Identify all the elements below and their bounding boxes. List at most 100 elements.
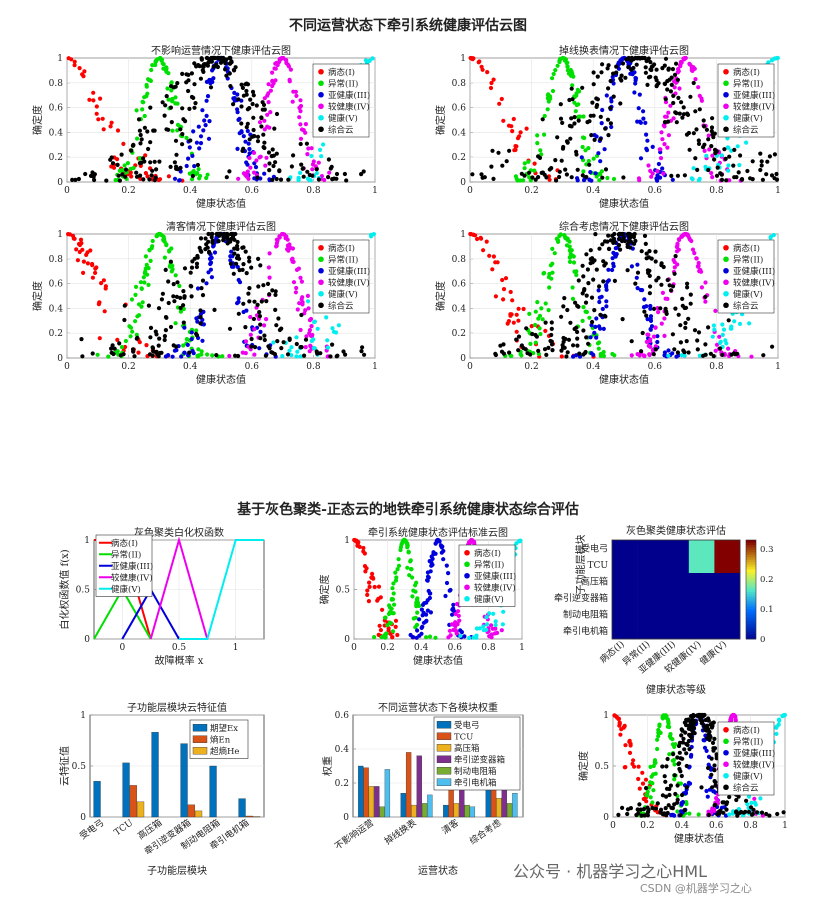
cloud-drop bbox=[590, 100, 595, 105]
cloud-drop bbox=[142, 113, 147, 119]
cloud-drop bbox=[163, 328, 168, 333]
cloud-drop bbox=[484, 627, 489, 632]
cloud-drop bbox=[170, 267, 175, 272]
cloud-drop bbox=[203, 123, 208, 128]
cloud-drop bbox=[703, 352, 708, 357]
colorbar-segment bbox=[746, 599, 756, 603]
cloud-drop bbox=[487, 634, 492, 639]
cloud-drop bbox=[641, 109, 646, 114]
legend-label: 较健康(IV) bbox=[328, 277, 370, 288]
legend-marker bbox=[318, 103, 324, 110]
cloud-drop bbox=[638, 156, 644, 161]
cloud-drop bbox=[169, 88, 174, 93]
cloud-drop bbox=[682, 747, 687, 752]
cloud-drop bbox=[222, 231, 227, 237]
cloud-drop bbox=[746, 809, 752, 815]
cloud-drop bbox=[764, 172, 769, 177]
cloud-drop bbox=[594, 316, 599, 321]
cloud-drop bbox=[588, 113, 593, 118]
cloud-drop bbox=[129, 297, 135, 302]
legend-label: 健康(V) bbox=[733, 771, 763, 782]
cloud-drop bbox=[581, 169, 586, 174]
legend-marker bbox=[192, 735, 208, 743]
cloud-drop bbox=[642, 309, 647, 314]
cloud-drop bbox=[684, 132, 690, 137]
cloud-drop bbox=[581, 178, 587, 183]
cloud-drop bbox=[326, 175, 331, 180]
cloud-drop bbox=[636, 106, 641, 111]
cloud-drop bbox=[718, 340, 723, 346]
cloud-drop bbox=[227, 169, 232, 174]
cloud-drop bbox=[475, 236, 480, 242]
cloud-drop bbox=[535, 141, 540, 146]
cloud-drop bbox=[291, 280, 297, 285]
legend-box bbox=[717, 239, 775, 314]
cloud-drop bbox=[168, 324, 174, 330]
cloud-drop bbox=[156, 343, 161, 348]
bar bbox=[464, 804, 470, 818]
cloud-drop bbox=[703, 280, 708, 285]
cloud-drop bbox=[474, 635, 479, 640]
cloud-drop bbox=[644, 251, 649, 256]
cloud-drop bbox=[273, 66, 278, 71]
x-tick-label: 0 bbox=[610, 821, 616, 831]
cloud-drop bbox=[247, 106, 252, 111]
cloud-drop bbox=[704, 153, 709, 158]
cloud-drop bbox=[530, 331, 535, 337]
cloud-drop bbox=[384, 631, 389, 636]
legend-marker bbox=[318, 126, 324, 133]
cloud-drop bbox=[263, 163, 268, 168]
cloud-drop bbox=[623, 765, 628, 770]
cloud-drop bbox=[243, 82, 248, 87]
cloud-drop bbox=[537, 313, 543, 318]
cloud-drop bbox=[670, 67, 676, 72]
cloud-drop bbox=[668, 89, 674, 94]
heatmap-cell bbox=[637, 622, 664, 640]
legend-label: TCU bbox=[454, 732, 473, 742]
cloud-drop bbox=[496, 150, 501, 155]
cloud-drop bbox=[428, 610, 433, 615]
cloud-drop bbox=[136, 350, 141, 355]
colorbar-segment bbox=[746, 606, 756, 610]
cloud-drop bbox=[508, 289, 513, 295]
cloud-drop bbox=[678, 809, 684, 814]
cloud-drop bbox=[586, 146, 591, 151]
cloud-drop bbox=[341, 349, 346, 354]
cloud-drop bbox=[588, 335, 593, 340]
cloud-drop bbox=[594, 96, 599, 101]
legend-marker bbox=[318, 91, 324, 98]
cloud-drop bbox=[675, 173, 681, 178]
cloud-drop bbox=[653, 760, 658, 765]
cloud-drop bbox=[650, 144, 655, 149]
cloud-drop bbox=[660, 290, 666, 295]
cloud-drop bbox=[309, 153, 314, 159]
cloud-drop bbox=[72, 63, 77, 68]
cloud-drop bbox=[606, 86, 611, 91]
cloud-drop bbox=[123, 344, 128, 350]
cloud-drop bbox=[679, 100, 684, 105]
cloud-drop bbox=[511, 116, 516, 122]
cloud-drop bbox=[706, 765, 711, 771]
cloud-drop bbox=[563, 167, 568, 172]
cloud-drop bbox=[663, 779, 668, 784]
cloud-drop bbox=[644, 812, 650, 817]
legend: 病态(I)异常(II)亚健康(III)较健康(IV)健康(V)综合云 bbox=[717, 239, 775, 314]
y-tick-label: 0.6 bbox=[335, 711, 350, 721]
cloud-drop bbox=[150, 345, 155, 350]
cloud-drop bbox=[546, 275, 552, 280]
cloud-drop bbox=[666, 803, 671, 808]
legend-label: 亚健康(III) bbox=[328, 90, 370, 101]
cloud-drop bbox=[453, 620, 458, 625]
colorbar-segment bbox=[746, 624, 756, 628]
cloud-drop bbox=[675, 783, 680, 788]
cloud-drop bbox=[681, 736, 686, 741]
cloud-drop bbox=[295, 307, 300, 312]
cloud-drop bbox=[100, 116, 105, 121]
category-label: TCU bbox=[113, 818, 136, 838]
cloud-drop bbox=[267, 275, 272, 280]
cloud-drop bbox=[709, 125, 715, 130]
legend-label: 异常(II) bbox=[733, 78, 763, 89]
cloud-drop bbox=[262, 337, 267, 343]
cloud-drop bbox=[605, 117, 611, 122]
